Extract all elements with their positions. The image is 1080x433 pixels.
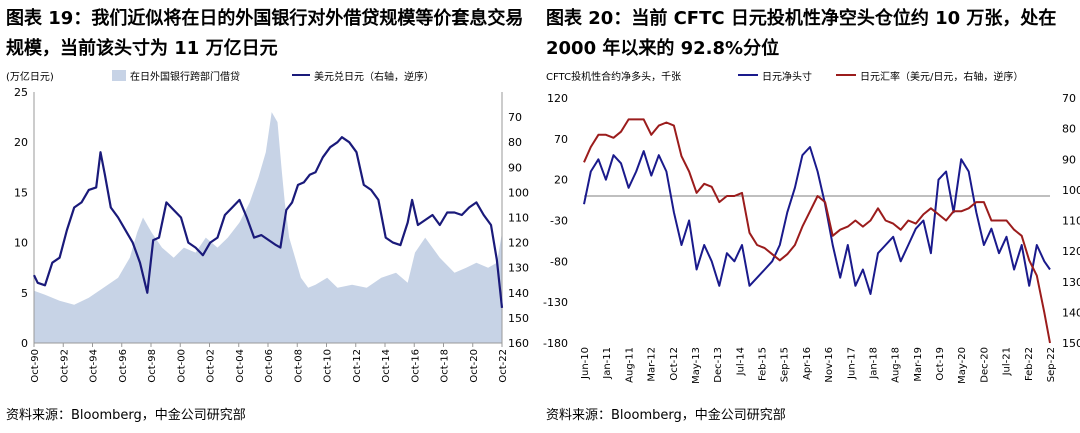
x-tick-label: Oct-98 <box>147 349 158 383</box>
y-tick-label-right: 100 <box>508 186 529 199</box>
area-series-loans <box>34 112 502 343</box>
y-tick-label-left: -80 <box>550 255 568 268</box>
y-tick-label-right: 140 <box>508 287 529 300</box>
y-tick-label-right: 120 <box>508 237 529 250</box>
y-tick-label-left: 20 <box>554 174 568 187</box>
x-tick-label: Jul-14 <box>735 347 746 376</box>
x-tick-label: Dec-13 <box>713 347 724 383</box>
x-tick-label: Sep-15 <box>780 347 791 382</box>
x-tick-label: Dec-20 <box>979 347 990 383</box>
x-tick-label: Apr-16 <box>802 347 813 380</box>
y-tick-label-left: 120 <box>547 92 568 105</box>
x-tick-label: Oct-06 <box>264 349 275 383</box>
x-tick-label: May-20 <box>957 347 968 384</box>
y-tick-label-right: 90 <box>1062 153 1076 166</box>
y-tick-label-right: 90 <box>508 161 522 174</box>
x-tick-label: Oct-12 <box>352 349 363 383</box>
y-tick-label-left: 20 <box>14 136 28 149</box>
line-series-net-position <box>583 146 1051 295</box>
y-tick-label-left: -30 <box>550 215 568 228</box>
chart-title: 图表 20：当前 CFTC 日元投机性净空头仓位约 10 万张，处在 2000 … <box>546 8 1057 59</box>
y-tick-label-right: 160 <box>508 337 529 350</box>
x-tick-label: Jan-18 <box>868 347 879 380</box>
y-tick-label-right: 110 <box>1062 215 1080 228</box>
y-tick-label-right: 150 <box>1062 337 1080 350</box>
x-tick-label: Nov-16 <box>824 347 835 383</box>
y-tick-label-right: 80 <box>1062 123 1076 136</box>
x-tick-label: Oct-94 <box>89 349 100 383</box>
x-tick-label: Aug-11 <box>624 347 635 383</box>
y-tick-label-right: 150 <box>508 312 529 325</box>
line-series-usdjpy <box>583 118 1051 344</box>
y-tick-label-left: 70 <box>554 133 568 146</box>
chart-panel-19: 图表 19：我们近似将在日的外国银行对外借贷规模等价套息交易规模，当前该头寸为 … <box>6 8 529 423</box>
legend-label: 日元汇率（美元/日元，右轴，逆序） <box>860 70 1023 83</box>
x-tick-label: Oct-10 <box>323 349 334 383</box>
y-tick-label-right: 120 <box>1062 245 1080 258</box>
x-tick-label: Oct-12 <box>669 347 680 381</box>
x-tick-label: Oct-92 <box>59 349 70 383</box>
y-tick-label-left: 15 <box>14 186 28 199</box>
legend-label: 在日外国银行跨部门借贷 <box>130 70 240 83</box>
x-tick-label: May-13 <box>691 347 702 384</box>
legend-swatch-area <box>112 70 126 81</box>
y-axis-label: (万亿日元) <box>6 70 54 83</box>
y-tick-label-left: 0 <box>21 337 28 350</box>
legend-label: 美元兑日元（右轴，逆序） <box>314 70 434 83</box>
chart-19-canvas: (万亿日元) 在日外国银行跨部门借贷 美元兑日元（右轴，逆序） 0 5 10 15 20 25 1… <box>6 70 529 383</box>
x-tick-label: Oct-08 <box>293 349 304 383</box>
chart-source: 资料来源：Bloomberg，中金公司研究部 <box>546 408 786 423</box>
chart-panel-20: 图表 20：当前 CFTC 日元投机性净空头仓位约 10 万张，处在 2000 … <box>540 0 1080 433</box>
chart-title: 图表 19：我们近似将在日的外国银行对外借贷规模等价套息交易规模，当前该头寸为 … <box>6 8 524 59</box>
x-tick-label: Feb-22 <box>1024 347 1035 381</box>
x-tick-label: Sep-22 <box>1046 347 1057 382</box>
x-tick-label: Oct-04 <box>235 349 246 383</box>
y-tick-label-left: 25 <box>14 86 28 99</box>
x-tick-label: Jun-10 <box>580 347 591 380</box>
x-tick-label: Oct-18 <box>440 349 451 383</box>
y-tick-label-left: -130 <box>543 296 568 309</box>
x-tick-label: Oct-22 <box>498 349 509 383</box>
x-tick-label: Oct-02 <box>206 349 217 383</box>
y-tick-label-right: 130 <box>1062 276 1080 289</box>
x-tick-label: Oct-90 <box>30 349 41 383</box>
x-tick-label: Mar-19 <box>913 347 924 382</box>
x-tick-label: Jun-17 <box>846 347 857 380</box>
x-tick-label: Aug-18 <box>891 347 902 383</box>
x-tick-label: Oct-96 <box>118 349 129 383</box>
y-tick-label-right: 70 <box>508 111 522 124</box>
x-tick-label: Oct-00 <box>176 349 187 383</box>
x-tick-label: Oct-19 <box>935 347 946 381</box>
legend-label: 日元净头寸 <box>762 70 812 83</box>
x-tick-label: Oct-16 <box>410 349 421 383</box>
x-tick-label: Jan-11 <box>602 347 613 380</box>
y-tick-label-left: -180 <box>543 337 568 350</box>
x-tick-label: Feb-15 <box>758 347 769 381</box>
y-tick-label-right: 130 <box>508 262 529 275</box>
chart-source: 资料来源：Bloomberg，中金公司研究部 <box>6 408 246 423</box>
x-tick-label: Mar-12 <box>647 347 658 382</box>
y-tick-label-right: 80 <box>508 136 522 149</box>
x-tick-label: Oct-14 <box>381 349 392 383</box>
y-axis-label: CFTC投机性合约净多头，千张 <box>546 70 681 83</box>
y-tick-label-left: 10 <box>14 237 28 250</box>
y-tick-label-right: 110 <box>508 212 529 225</box>
chart-20-canvas: CFTC投机性合约净多头，千张 日元净头寸 日元汇率（美元/日元，右轴，逆序） -18… <box>543 70 1080 384</box>
y-tick-label-right: 100 <box>1062 184 1080 197</box>
y-tick-label-right: 140 <box>1062 306 1080 319</box>
y-tick-label-left: 5 <box>21 287 28 300</box>
x-tick-label: Jul-21 <box>1002 347 1013 376</box>
y-tick-label-right: 70 <box>1062 92 1076 105</box>
x-tick-label: Oct-20 <box>469 349 480 383</box>
line-series-usdjpy <box>33 136 504 309</box>
